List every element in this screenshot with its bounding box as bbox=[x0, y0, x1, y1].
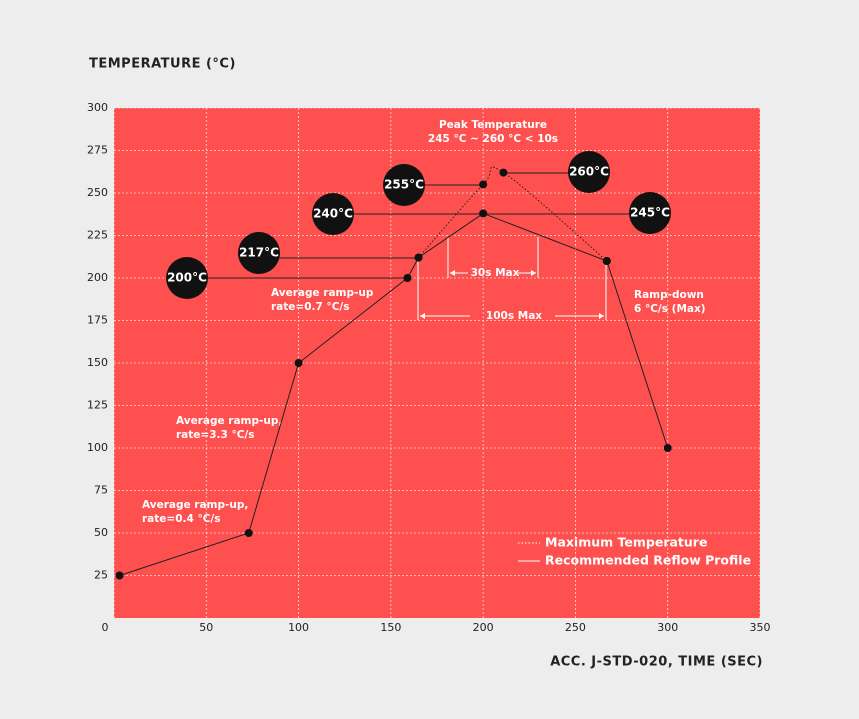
x-tick-label: 50 bbox=[199, 621, 213, 634]
point bbox=[294, 359, 303, 367]
annotation: 30s Max bbox=[471, 267, 520, 279]
point bbox=[403, 274, 412, 282]
point bbox=[499, 168, 508, 177]
point bbox=[479, 180, 488, 189]
y-tick-label: 75 bbox=[94, 484, 108, 497]
y-axis-title: TEMPERATURE (°C) bbox=[89, 57, 236, 72]
callout-bubble bbox=[238, 232, 280, 274]
y-tick-label: 275 bbox=[87, 144, 108, 157]
annotation: Peak Temperature bbox=[439, 119, 547, 131]
y-tick-label: 125 bbox=[87, 399, 108, 412]
y-tick-label: 100 bbox=[87, 441, 108, 454]
y-tick-label: 175 bbox=[87, 314, 108, 327]
y-tick-label: 250 bbox=[87, 186, 108, 199]
y-tick-label: 50 bbox=[94, 526, 108, 539]
annotation: Ramp-down bbox=[634, 289, 704, 301]
annotation: 6 °C/s (Max) bbox=[634, 303, 706, 315]
arrow-head bbox=[531, 270, 536, 276]
callout-bubble bbox=[312, 193, 354, 235]
y-tick-label: 300 bbox=[87, 101, 108, 114]
callout-label: 245°C bbox=[630, 206, 670, 220]
legend-label: Recommended Reflow Profile bbox=[545, 553, 751, 568]
point bbox=[115, 571, 124, 580]
y-tick-label: 150 bbox=[87, 356, 108, 369]
series-line bbox=[119, 212, 669, 576]
annotation: rate=3.3 °C/s bbox=[176, 429, 255, 441]
point bbox=[414, 253, 423, 262]
point bbox=[244, 529, 253, 537]
callout-bubble bbox=[166, 257, 208, 299]
legend-label: Maximum Temperature bbox=[545, 535, 707, 550]
y-tick-label: 225 bbox=[87, 229, 108, 242]
callout-bubble bbox=[383, 164, 425, 206]
x-tick-label: 350 bbox=[750, 621, 771, 634]
annotation: 100s Max bbox=[486, 310, 542, 322]
y-tick-label: 25 bbox=[94, 569, 108, 582]
callout-label: 240°C bbox=[313, 207, 353, 221]
annotation: 245 °C ~ 260 °C < 10s bbox=[428, 133, 558, 145]
point bbox=[663, 444, 672, 452]
annotation: rate=0.4 °C/s bbox=[142, 513, 221, 525]
x-tick-label: 200 bbox=[473, 621, 494, 634]
point bbox=[479, 209, 488, 218]
x-tick-label: 0 bbox=[102, 621, 109, 634]
callout-bubble bbox=[629, 192, 671, 234]
callout-label: 255°C bbox=[384, 178, 424, 192]
callout-label: 200°C bbox=[167, 271, 207, 285]
callout-bubble bbox=[568, 151, 610, 193]
arrow-head bbox=[599, 313, 604, 319]
x-tick-label: 150 bbox=[380, 621, 401, 634]
annotation: Average ramp-up, bbox=[142, 499, 248, 511]
callout-label: 217°C bbox=[239, 246, 279, 260]
point bbox=[602, 257, 611, 265]
annotation: Average ramp-up, bbox=[176, 415, 282, 427]
arrow-head bbox=[420, 313, 425, 319]
arrow-head bbox=[450, 270, 455, 276]
x-tick-label: 250 bbox=[565, 621, 586, 634]
x-tick-label: 300 bbox=[657, 621, 678, 634]
x-tick-label: 100 bbox=[288, 621, 309, 634]
callout-label: 260°C bbox=[569, 165, 609, 179]
x-axis-title: ACC. J-STD-020, TIME (SEC) bbox=[550, 655, 763, 670]
y-tick-label: 200 bbox=[87, 271, 108, 284]
annotation: rate=0.7 °C/s bbox=[271, 301, 350, 313]
annotation: Average ramp-up bbox=[271, 287, 374, 299]
